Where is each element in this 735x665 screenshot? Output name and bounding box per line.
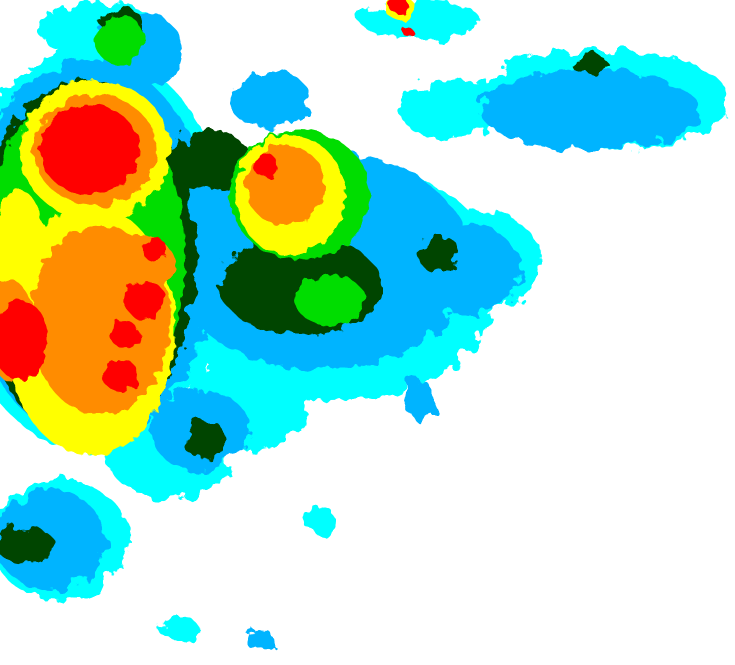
very-light-cell [400,80,500,140]
light-cell [230,70,310,130]
moderate-cell [420,235,460,275]
light-cell [480,70,700,150]
very-light-cell [305,505,335,535]
moderate-cell [572,55,608,75]
extreme-cell [143,238,167,262]
extreme-cell [0,300,48,380]
moderate-cell [0,527,55,563]
extreme-cell [253,153,277,177]
extreme-cell [111,321,139,349]
very-light-cell [160,618,200,642]
moderate-cell [170,130,250,190]
extreme-cell [102,359,138,391]
extreme-cell [388,0,408,13]
very-light-cell [360,0,480,40]
extreme-layer [0,0,413,391]
moderate-heavy-cell [295,275,365,325]
extreme-cell [40,105,140,195]
light-cell [245,630,275,650]
extreme-cell [403,27,413,37]
light-cell [405,380,435,420]
moderate-cell [183,420,227,460]
moderate-heavy-cell [95,15,145,65]
extreme-cell [125,280,165,320]
